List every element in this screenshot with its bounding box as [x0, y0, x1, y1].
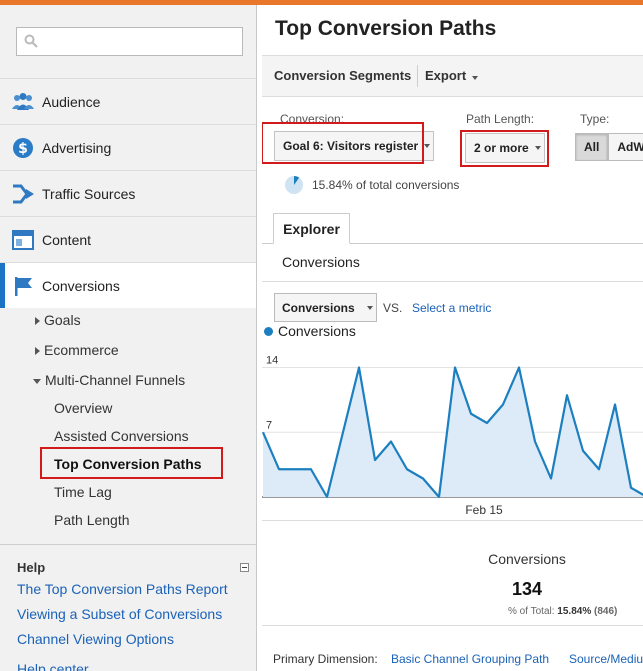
sidebar-item-traffic-sources[interactable]: Traffic Sources	[0, 170, 256, 216]
sidebar-item-goals[interactable]: Goals	[35, 312, 81, 328]
sidebar-item-assisted-conversions[interactable]: Assisted Conversions	[54, 428, 189, 444]
highlight-box-conversion	[262, 122, 424, 164]
path-length-dropdown[interactable]: 2 or more	[465, 133, 545, 163]
metric-group-label: Conversions	[282, 254, 360, 270]
sidebar-item-top-conversion-paths[interactable]: Top Conversion Paths	[54, 456, 202, 472]
content-icon	[11, 228, 35, 252]
primary-dimension-bar: Primary Dimension: Basic Channel Groupin…	[262, 625, 643, 671]
sidebar-item-conversions[interactable]: Conversions	[0, 262, 256, 308]
select-metric-link[interactable]: Select a metric	[412, 301, 492, 315]
export-button[interactable]: Export	[425, 68, 479, 83]
highlight-box-path-length	[460, 130, 549, 167]
primary-dimension-source-medium[interactable]: Source/Mediu	[569, 652, 643, 666]
pie-chart-icon	[285, 175, 303, 194]
page-title: Top Conversion Paths	[275, 17, 497, 40]
toolbar-divider	[417, 65, 418, 87]
sidebar-item-ecommerce[interactable]: Ecommerce	[35, 342, 119, 358]
sidebar-nav: Audience $ Advertising Traffic Sources	[0, 78, 256, 308]
series-area-conversions	[263, 367, 643, 497]
flag-icon	[11, 274, 35, 298]
sidebar-item-label: Conversions	[42, 277, 120, 294]
legend-dot	[264, 326, 273, 336]
help-link-help-center[interactable]: Help center	[17, 661, 89, 671]
collapse-arrow-icon	[33, 378, 41, 384]
sidebar: Audience $ Advertising Traffic Sources	[0, 5, 257, 671]
series-line-conversions	[262, 366, 643, 499]
sidebar-item-audience[interactable]: Audience	[0, 78, 256, 124]
collapse-icon[interactable]	[240, 563, 249, 572]
help-title: Help	[17, 560, 46, 575]
sidebar-item-advertising[interactable]: $ Advertising	[0, 124, 256, 170]
sidebar-item-time-lag[interactable]: Time Lag	[54, 484, 112, 500]
main-panel: Top Conversion Paths Conversion Segments…	[262, 5, 643, 671]
highlight-box-top-conversion-paths	[40, 447, 223, 479]
scorecard: Conversions 134 % of Total: 15.84% (846)	[262, 520, 643, 626]
metric-select[interactable]: Conversions	[274, 293, 377, 322]
divider	[262, 281, 643, 282]
sidebar-item-label: Content	[42, 231, 92, 248]
chart-legend: Conversions	[264, 323, 356, 339]
type-label: Type:	[580, 112, 610, 126]
x-tick-label: Feb 15	[465, 503, 503, 517]
sidebar-search-input[interactable]	[16, 27, 243, 56]
tab-bar: Explorer	[262, 213, 643, 244]
search-icon	[24, 34, 38, 48]
svg-text:$: $	[18, 141, 28, 157]
sidebar-item-multi-channel-funnels[interactable]: Multi-Channel Funnels	[33, 372, 185, 388]
chevron-down-icon	[424, 144, 431, 148]
report-toolbar: Conversion Segments Export	[262, 55, 643, 97]
sidebar-item-path-length[interactable]: Path Length	[54, 512, 130, 528]
expand-arrow-icon	[35, 347, 40, 356]
chevron-down-icon	[472, 76, 479, 80]
tab-explorer[interactable]: Explorer	[273, 213, 350, 244]
primary-dimension-basic-channel[interactable]: Basic Channel Grouping Path	[391, 652, 550, 666]
vs-label: VS.	[383, 301, 403, 315]
sidebar-item-label: Advertising	[42, 139, 112, 156]
scorecard-value: 134	[511, 579, 543, 599]
sidebar-item-label: Audience	[42, 93, 101, 110]
traffic-sources-icon	[11, 182, 35, 206]
type-toggle: All AdW	[575, 133, 643, 161]
advertising-icon: $	[11, 136, 35, 160]
expand-arrow-icon	[35, 317, 40, 326]
help-panel: Help The Top Conversion Paths Report Vie…	[0, 544, 256, 671]
y-tick-label: 7	[266, 419, 272, 431]
primary-dimension-label: Primary Dimension:	[273, 652, 378, 666]
audience-icon	[11, 90, 35, 114]
help-link-viewing-subset[interactable]: Viewing a Subset of Conversions	[17, 606, 223, 622]
help-link-top-conversion-paths[interactable]: The Top Conversion Paths Report	[17, 581, 228, 597]
sidebar-item-label: Traffic Sources	[42, 185, 136, 202]
type-all-button[interactable]: All	[575, 133, 609, 161]
chevron-down-icon	[366, 305, 373, 310]
top-accent-bar	[0, 0, 643, 5]
percent-of-total: 15.84% of total conversions	[284, 175, 459, 195]
scorecard-percent: % of Total: 15.84% (846)	[508, 606, 618, 617]
conversion-dropdown[interactable]: Goal 6: Visitors register	[274, 131, 434, 161]
sidebar-item-overview[interactable]: Overview	[54, 400, 113, 416]
y-tick-label: 14	[266, 355, 278, 367]
help-link-channel-viewing[interactable]: Channel Viewing Options	[17, 631, 174, 647]
type-adwords-button[interactable]: AdW	[608, 133, 643, 161]
scorecard-label: Conversions	[488, 551, 566, 567]
conversion-segments-button[interactable]: Conversion Segments	[274, 68, 412, 83]
path-length-label: Path Length:	[466, 112, 535, 126]
chevron-down-icon	[534, 146, 541, 150]
conversions-chart[interactable]: 7 14 Feb 15	[262, 343, 643, 523]
sidebar-item-content[interactable]: Content	[0, 216, 256, 262]
